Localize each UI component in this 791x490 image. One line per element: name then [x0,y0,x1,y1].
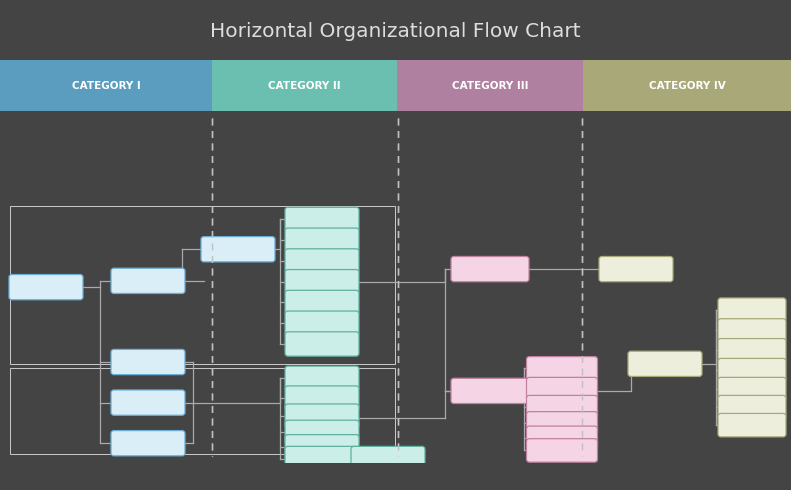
FancyBboxPatch shape [599,256,673,282]
FancyBboxPatch shape [527,412,597,435]
FancyBboxPatch shape [201,237,275,262]
FancyBboxPatch shape [111,390,185,415]
FancyBboxPatch shape [718,339,786,362]
FancyBboxPatch shape [111,268,185,294]
FancyBboxPatch shape [285,435,359,459]
FancyBboxPatch shape [718,414,786,437]
FancyBboxPatch shape [285,290,359,315]
FancyBboxPatch shape [718,298,786,321]
FancyBboxPatch shape [285,207,359,232]
FancyBboxPatch shape [285,270,359,294]
Bar [10,206,395,364]
Text: CATEGORY III: CATEGORY III [452,80,528,91]
FancyBboxPatch shape [451,378,529,403]
FancyBboxPatch shape [718,318,786,342]
FancyBboxPatch shape [718,358,786,382]
FancyBboxPatch shape [285,228,359,252]
FancyBboxPatch shape [285,366,359,391]
FancyBboxPatch shape [527,395,597,419]
FancyBboxPatch shape [527,439,597,462]
FancyBboxPatch shape [111,349,185,375]
Text: Horizontal Organizational Flow Chart: Horizontal Organizational Flow Chart [210,22,581,41]
FancyBboxPatch shape [527,357,597,380]
FancyBboxPatch shape [9,274,83,300]
Bar [583,60,791,111]
FancyBboxPatch shape [718,377,786,401]
FancyBboxPatch shape [285,446,359,471]
FancyBboxPatch shape [628,351,702,376]
FancyBboxPatch shape [527,426,597,449]
FancyBboxPatch shape [285,420,359,444]
FancyBboxPatch shape [285,249,359,273]
Text: CATEGORY I: CATEGORY I [72,80,140,91]
FancyBboxPatch shape [285,311,359,335]
Bar [397,60,583,111]
FancyBboxPatch shape [285,404,359,428]
FancyBboxPatch shape [718,395,786,419]
FancyBboxPatch shape [285,332,359,356]
Bar [10,368,395,454]
Bar [212,60,397,111]
FancyBboxPatch shape [285,386,359,410]
Text: CATEGORY IV: CATEGORY IV [649,80,725,91]
Text: CATEGORY II: CATEGORY II [268,80,341,91]
Bar [0,60,212,111]
FancyBboxPatch shape [351,446,425,471]
FancyBboxPatch shape [527,377,597,401]
FancyBboxPatch shape [111,431,185,456]
FancyBboxPatch shape [451,256,529,282]
